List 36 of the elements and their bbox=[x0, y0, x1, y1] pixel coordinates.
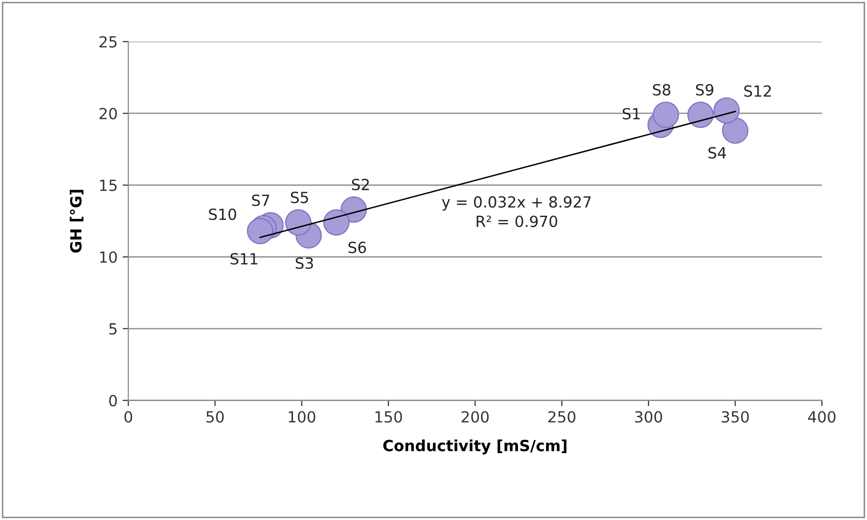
x-tick-label: 100 bbox=[288, 411, 316, 423]
y-tick-label: 10 bbox=[100, 251, 117, 263]
annotation: S3 bbox=[296, 257, 313, 269]
annotation: S5 bbox=[290, 192, 308, 204]
x-tick-label: 400 bbox=[808, 411, 836, 423]
annotation: S4 bbox=[708, 147, 726, 159]
point bbox=[323, 209, 350, 236]
annotation: S1 bbox=[622, 108, 640, 120]
x-axis-title: Conductivity [mS/cm] bbox=[383, 439, 566, 454]
x-tick-label: 150 bbox=[376, 411, 402, 423]
annotation: S10 bbox=[209, 208, 236, 220]
y-tick-label: 15 bbox=[100, 180, 117, 192]
x-tick-label: 250 bbox=[548, 411, 576, 423]
annotation: S12 bbox=[744, 85, 771, 97]
point bbox=[285, 209, 312, 236]
y-tick-label: 0 bbox=[109, 394, 117, 406]
point bbox=[713, 97, 740, 124]
y-tick-label: 5 bbox=[109, 323, 117, 335]
annotation: S11 bbox=[230, 253, 258, 265]
y-tick-label: 25 bbox=[100, 36, 117, 48]
x-tick-label: 300 bbox=[635, 411, 662, 423]
annotation: S7 bbox=[252, 194, 270, 206]
x-tick-label: 0 bbox=[124, 411, 132, 423]
annotation: S8 bbox=[652, 84, 670, 96]
annotation: S9 bbox=[696, 84, 714, 96]
point bbox=[687, 102, 714, 128]
x-tick-label: 50 bbox=[206, 411, 224, 423]
y-axis-title: GH [°G] bbox=[70, 190, 84, 253]
annotation: S6 bbox=[348, 242, 366, 254]
annotation: y = 0.032x + 8.927 R² = 0.970 bbox=[442, 196, 591, 228]
y-tick-label: 20 bbox=[100, 108, 117, 120]
point bbox=[722, 117, 748, 144]
point bbox=[652, 102, 680, 128]
x-tick-label: 200 bbox=[462, 411, 489, 423]
x-tick-label: 350 bbox=[722, 411, 749, 423]
annotation: S2 bbox=[352, 178, 369, 190]
